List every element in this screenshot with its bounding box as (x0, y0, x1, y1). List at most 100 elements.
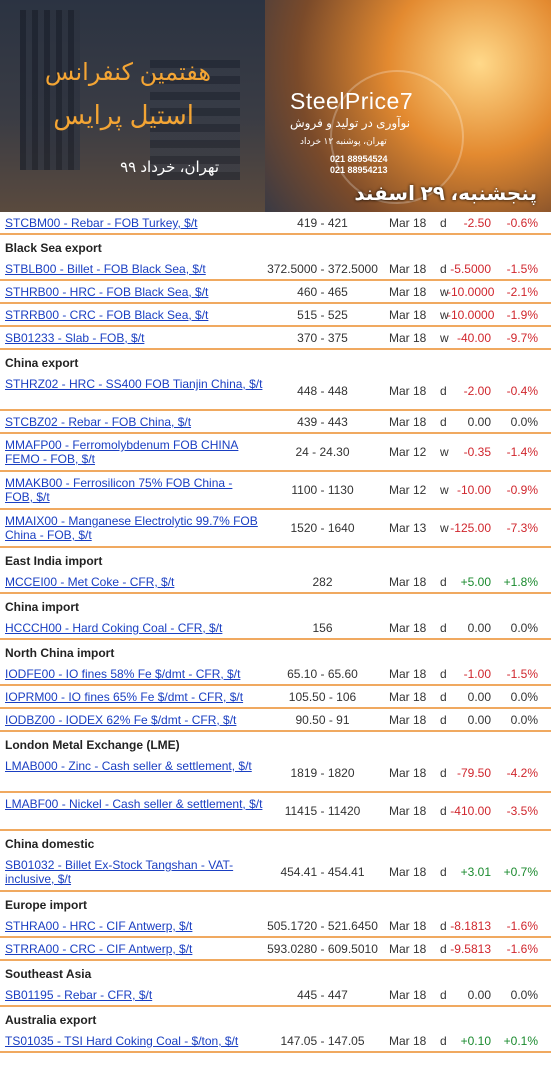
assessment-link[interactable]: STHRB00 - HRC - FOB Black Sea, $/t (5, 285, 209, 299)
banner-title-line2: استیل پرایس (53, 100, 194, 130)
price-change: -10.0000 (447, 285, 495, 299)
change-period: d (440, 262, 447, 276)
assessment-link[interactable]: STHRA00 - HRC - CIF Antwerp, $/t (5, 919, 193, 933)
percent-change: -1.6% (506, 919, 538, 933)
assessment-link[interactable]: MMAIX00 - Manganese Electrolytic 99.7% F… (5, 514, 258, 542)
price-row: STHRA00 - HRC - CIF Antwerp, $/t 505.1720… (0, 915, 551, 938)
banner-place-date: تهران، خرداد ۹۹ (120, 159, 219, 176)
change-period: d (440, 766, 447, 780)
percent-change: +0.7% (503, 865, 538, 879)
price-range: 1520 - 1640 (290, 521, 355, 535)
assessment-link[interactable]: IODBZ00 - IODEX 62% Fe $/dmt - CFR, $/t (5, 713, 237, 727)
price-row: STCBM00 - Rebar - FOB Turkey, $/t 419 - 4… (0, 212, 551, 235)
price-change: -9.5813 (450, 942, 491, 956)
assessment-date: Mar 18 (389, 804, 427, 818)
assessment-link[interactable]: HCCCH00 - Hard Coking Coal - CFR, $/t (5, 621, 223, 635)
price-change: -0.35 (463, 445, 491, 459)
percent-change: 0.0% (510, 988, 538, 1002)
change-period: d (440, 690, 447, 704)
percent-change: 0.0% (510, 690, 538, 704)
price-change: 0.00 (467, 713, 491, 727)
assessment-date: Mar 12 (389, 445, 427, 459)
section-header: Europe import (5, 898, 88, 912)
price-change: -40.00 (456, 331, 491, 345)
percent-change: -0.9% (506, 483, 538, 497)
price-row: HCCCH00 - Hard Coking Coal - CFR, $/t 156… (0, 617, 551, 640)
price-row: LMAB000 - Zinc - Cash seller & settlemen… (0, 755, 551, 793)
percent-change: -0.6% (506, 216, 538, 230)
percent-change: -1.5% (506, 667, 538, 681)
assessment-link[interactable]: SB01032 - Billet Ex-Stock Tangshan - VAT… (5, 858, 234, 886)
assessment-link[interactable]: TS01035 - TSI Hard Coking Coal - $/ton, … (5, 1034, 239, 1048)
assessment-link[interactable]: STCBZ02 - Rebar - FOB China, $/t (5, 415, 192, 429)
assessment-date: Mar 18 (389, 1034, 427, 1048)
price-change: +3.01 (460, 865, 491, 879)
change-period: d (440, 384, 447, 398)
price-row: SB01233 - Slab - FOB, $/t 370 - 375 Mar 18… (0, 327, 551, 350)
assessment-link[interactable]: STRRA00 - CRC - CIF Antwerp, $/t (5, 942, 193, 956)
change-period: d (440, 575, 447, 589)
price-range: 24 - 24.30 (295, 445, 350, 459)
assessment-date: Mar 18 (389, 621, 427, 635)
assessment-link[interactable]: IODFE00 - IO fines 58% Fe $/dmt - CFR, $… (5, 667, 241, 681)
price-change: -125.00 (450, 521, 491, 535)
percent-change: -2.1% (506, 285, 538, 299)
change-period: d (440, 216, 447, 230)
banner-subtitle: نوآوری در تولید و فروش (290, 116, 411, 130)
assessment-link[interactable]: STRRB00 - CRC - FOB Black Sea, $/t (5, 308, 209, 322)
brand-logo-text: SteelPrice7 (290, 88, 414, 114)
change-period: d (440, 942, 447, 956)
price-range: 372.5000 - 372.5000 (267, 262, 378, 276)
change-period: w (440, 308, 449, 322)
price-range: 90.50 - 91 (295, 713, 350, 727)
change-period: w (440, 331, 449, 345)
price-range: 11415 - 11420 (284, 804, 361, 818)
conference-banner: هفتمین کنفرانس استیل پرایس تهران، خرداد … (0, 0, 551, 212)
change-period: w (440, 445, 449, 459)
assessment-link[interactable]: STHRZ02 - HRC - SS400 FOB Tianjin China,… (5, 377, 263, 391)
assessment-link[interactable]: STCBM00 - Rebar - FOB Turkey, $/t (5, 216, 198, 230)
assessment-date: Mar 18 (389, 216, 427, 230)
price-row: TS01035 - TSI Hard Coking Coal - $/ton, … (0, 1030, 551, 1053)
price-range: 445 - 447 (297, 988, 348, 1002)
assessment-date: Mar 18 (389, 331, 427, 345)
banner-event-date: تهران، پوشنبه ۱۲ خرداد (300, 136, 387, 146)
price-range: 419 - 421 (297, 216, 348, 230)
assessment-link[interactable]: SB01233 - Slab - FOB, $/t (5, 331, 145, 345)
date-overlay: پنجشنبه، ۲۹ اسفند (354, 183, 537, 205)
price-row: SB01032 - Billet Ex-Stock Tangshan - VAT… (0, 854, 551, 892)
assessment-date: Mar 18 (389, 865, 427, 879)
price-row: STCBZ02 - Rebar - FOB China, $/t 439 - 44… (0, 411, 551, 434)
assessment-link[interactable]: MMAKB00 - Ferrosilicon 75% FOB China - F… (5, 476, 233, 504)
assessment-link[interactable]: LMABF00 - Nickel - Cash seller & settlem… (5, 797, 263, 811)
price-row: IOPRM00 - IO fines 65% Fe $/dmt - CFR, $… (0, 686, 551, 709)
assessment-date: Mar 18 (389, 713, 427, 727)
price-change: 0.00 (467, 988, 491, 1002)
price-range: 593.0280 - 609.5010 (267, 942, 378, 956)
change-period: d (440, 804, 447, 818)
assessment-link[interactable]: IOPRM00 - IO fines 65% Fe $/dmt - CFR, $… (5, 690, 244, 704)
percent-change: 0.0% (510, 621, 538, 635)
assessment-link[interactable]: STBLB00 - Billet - FOB Black Sea, $/t (5, 262, 206, 276)
price-change: -5.5000 (450, 262, 491, 276)
steel-mill-image (0, 0, 265, 212)
price-row: MMAKB00 - Ferrosilicon 75% FOB China - F… (0, 472, 551, 510)
price-range: 448 - 448 (297, 384, 348, 398)
assessment-date: Mar 18 (389, 919, 427, 933)
assessment-link[interactable]: SB01195 - Rebar - CFR, $/t (5, 988, 153, 1002)
percent-change: 0.0% (510, 415, 538, 429)
section-header: Australia export (5, 1013, 97, 1027)
percent-change: -1.6% (506, 942, 538, 956)
assessment-link[interactable]: MMAFP00 - Ferromolybdenum FOB CHINA FEMO… (5, 438, 239, 466)
assessment-link[interactable]: MCCEI00 - Met Coke - CFR, $/t (5, 575, 175, 589)
price-change: -10.00 (456, 483, 491, 497)
price-row: IODBZ00 - IODEX 62% Fe $/dmt - CFR, $/t 9… (0, 709, 551, 732)
percent-change: -3.5% (506, 804, 538, 818)
phone-number-1: 021 88954524 (330, 154, 388, 164)
section-header: Southeast Asia (5, 967, 92, 981)
section-header: Black Sea export (5, 241, 102, 255)
price-row: STHRB00 - HRC - FOB Black Sea, $/t 460 - … (0, 281, 551, 304)
assessment-date: Mar 18 (389, 415, 427, 429)
assessment-link[interactable]: LMAB000 - Zinc - Cash seller & settlemen… (5, 759, 252, 773)
price-change: -1.00 (463, 667, 491, 681)
